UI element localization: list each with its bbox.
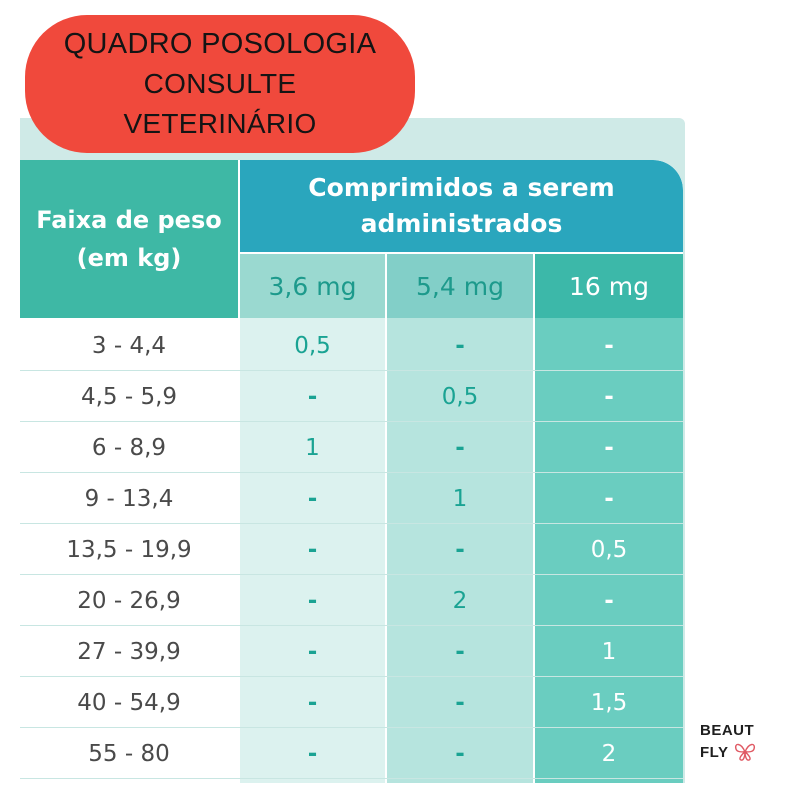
tablets-header-line-1: Comprimidos a serem [308, 173, 615, 202]
dose-5-4mg-cell: - [455, 638, 465, 665]
dose-16mg-cell: - [604, 434, 614, 461]
dose-3-6mg-cell: - [307, 587, 318, 614]
dose-header-3-6mg: 3,6 mg [240, 254, 385, 318]
dose-3-6mg-cell: - [307, 740, 318, 767]
weight-cell: 55 - 80 [88, 740, 170, 767]
dose-16mg-cell: - [604, 383, 614, 410]
dose-5-4mg-cell: 0,5 [441, 383, 479, 410]
dose-5-4mg-cell: - [455, 536, 465, 563]
dose-header-16mg: 16 mg [535, 254, 683, 318]
table-row: 6 - 8,9 1 - - [20, 422, 683, 473]
brand-line-1: BEAUT [700, 722, 755, 739]
dose-16mg-cell: - [604, 587, 614, 614]
dose-16mg-cell: 1,5 [590, 689, 628, 716]
tablets-header-line-2: administrados [360, 209, 563, 238]
dose-5-4mg-cell: - [455, 740, 465, 767]
weight-cell: 3 - 4,4 [91, 332, 167, 359]
table-row: 4,5 - 5,9 - 0,5 - [20, 371, 683, 422]
weight-cell: 4,5 - 5,9 [80, 383, 178, 410]
table-row: 20 - 26,9 - 2 - [20, 575, 683, 626]
notice-line-2: CONSULTE [143, 68, 297, 99]
dose-3-6mg-cell: - [307, 536, 318, 563]
dose-5-4mg-cell: - [455, 434, 465, 461]
dose-3-6mg-cell: - [307, 689, 318, 716]
notice-line-1: QUADRO POSOLOGIA [63, 28, 377, 60]
dose-16mg-cell: - [604, 332, 614, 359]
notice-line-3: VETERINÁRIO [123, 108, 317, 139]
table-row: 3 - 4,4 0,5 - - [20, 320, 683, 371]
table-row: 40 - 54,9 - - 1,5 [20, 677, 683, 728]
dose-3-6mg-cell: 1 [305, 434, 320, 461]
weight-column [20, 318, 238, 783]
dose-16mg-cell: 1 [601, 638, 617, 665]
dosage-table: Faixa de peso (em kg) Comprimidos a sere… [20, 160, 683, 783]
dose-5-4mg-cell: - [455, 689, 465, 716]
weight-cell: 6 - 8,9 [91, 434, 167, 461]
brand-logo: BEAUT FLY [700, 722, 780, 762]
dose-16mg-cell: 0,5 [590, 536, 628, 563]
dose-16mg-cell: 2 [601, 740, 617, 767]
weight-cell: 20 - 26,9 [77, 587, 181, 614]
dose-3-6mg-cell: - [307, 485, 318, 512]
dose-3-6mg-cell: - [307, 383, 318, 410]
dose-3-6mg-cell: - [307, 638, 318, 665]
dose-column-3 [535, 318, 683, 783]
brand-line-2: FLY [700, 744, 729, 761]
weight-cell: 13,5 - 19,9 [66, 536, 192, 563]
dose-16mg-cell: - [604, 485, 614, 512]
table-row: 9 - 13,4 - 1 - [20, 473, 683, 524]
weight-cell: 27 - 39,9 [77, 638, 181, 665]
dose-header-5-4mg: 5,4 mg [387, 254, 533, 318]
dose-column-2 [387, 318, 533, 783]
table-row: 13,5 - 19,9 - - 0,5 [20, 524, 683, 575]
weight-header-line-1: Faixa de peso [36, 206, 222, 234]
dosage-notice-banner: QUADRO POSOLOGIA CONSULTE VETERINÁRIO [25, 15, 415, 153]
weight-range-header: Faixa de peso (em kg) [20, 160, 238, 318]
tablets-header: Comprimidos a serem administrados [240, 160, 683, 252]
table-row: 27 - 39,9 - - 1 [20, 626, 683, 677]
dose-5-4mg-cell: 1 [452, 485, 468, 512]
dose-5-4mg-cell: - [455, 332, 465, 359]
dose-5-4mg-cell: 2 [452, 587, 468, 614]
dose-column-1 [240, 318, 385, 783]
dose-3-6mg-cell: 0,5 [294, 332, 331, 359]
weight-cell: 9 - 13,4 [84, 485, 174, 512]
weight-cell: 40 - 54,9 [77, 689, 181, 716]
table-row: 55 - 80 - - 2 [20, 728, 683, 779]
weight-header-line-2: (em kg) [76, 244, 182, 272]
butterfly-icon [735, 743, 756, 761]
